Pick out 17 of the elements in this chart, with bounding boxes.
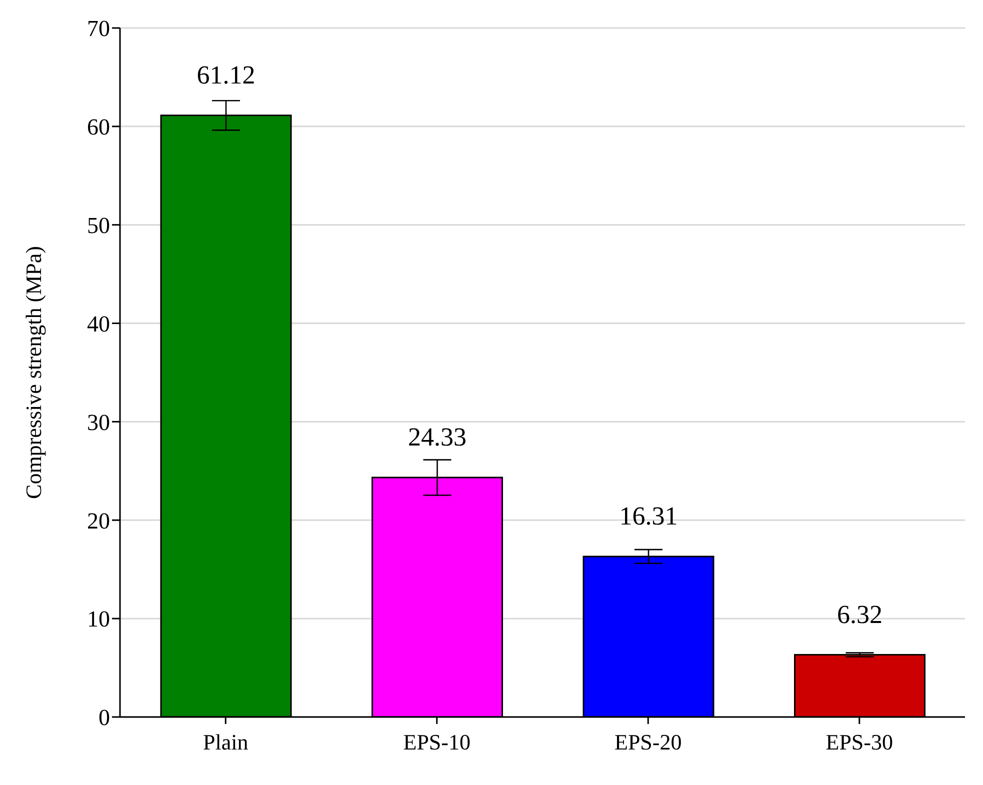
data-label: 6.32 <box>837 600 882 629</box>
y-tick-label: 0 <box>98 705 110 730</box>
y-tick-label: 20 <box>87 508 110 534</box>
y-tick-label: 30 <box>87 410 110 435</box>
data-label: 16.31 <box>619 501 678 530</box>
x-tick-label: EPS-10 <box>403 730 470 755</box>
y-axis-title: Compressive strength (MPa) <box>20 246 46 499</box>
data-label: 61.12 <box>196 60 256 90</box>
y-tick-label: 70 <box>87 16 110 42</box>
x-tick-label: EPS-30 <box>826 730 893 755</box>
data-label: 24.33 <box>408 422 466 452</box>
y-tick-label: 60 <box>87 114 110 140</box>
x-tick-label: Plain <box>203 730 248 755</box>
y-tick-label: 10 <box>87 606 110 632</box>
y-tick-label: 40 <box>87 311 110 336</box>
x-tick-label: EPS-20 <box>614 730 682 755</box>
y-tick-label: 50 <box>87 213 110 238</box>
